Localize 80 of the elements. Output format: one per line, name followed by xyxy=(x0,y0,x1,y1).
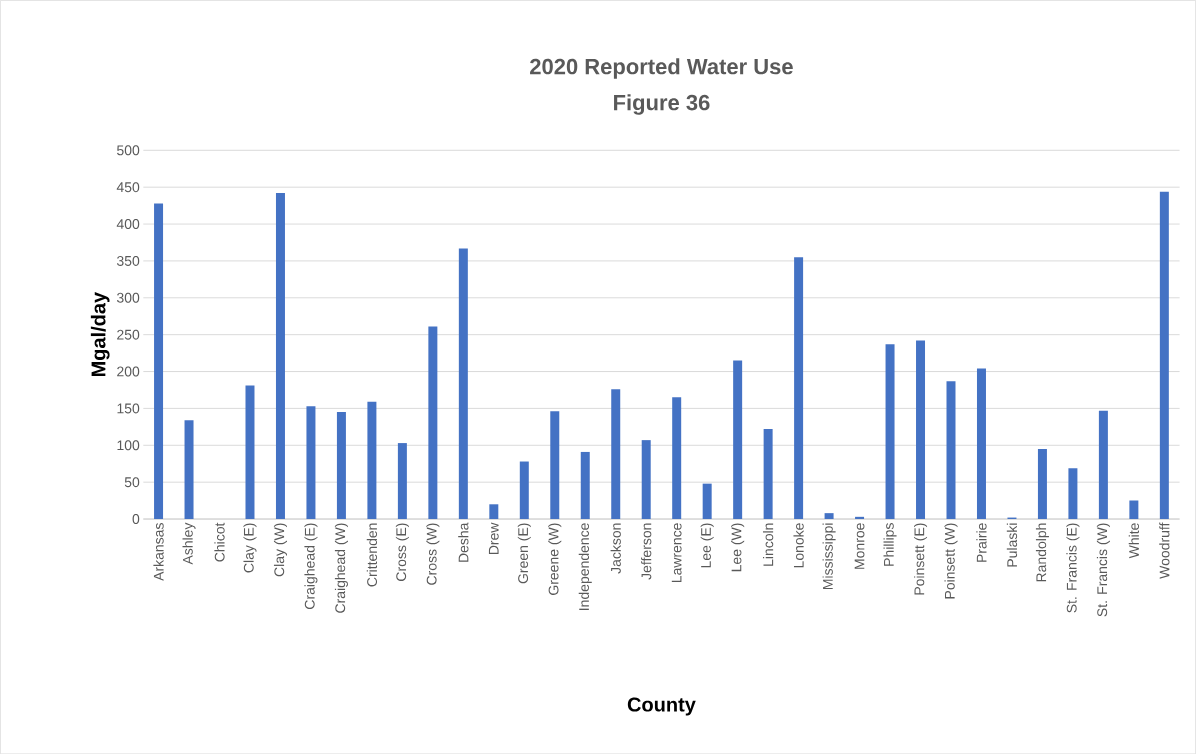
x-axis-title: County xyxy=(627,697,696,716)
bar xyxy=(702,483,712,519)
x-tick-label: Phillips xyxy=(883,522,897,566)
x-tick-label: Jefferson xyxy=(641,523,652,580)
y-tick-label: 100 xyxy=(117,440,140,451)
x-tick-label: Cross (E) xyxy=(395,523,409,581)
x-tick-label: Clay (E) xyxy=(243,523,257,573)
y-tick-label: 300 xyxy=(116,292,140,303)
x-tick-label: Lee (W) xyxy=(731,523,745,572)
bar xyxy=(794,257,804,519)
bar xyxy=(824,513,834,519)
x-tick-label: Arkansas xyxy=(153,522,164,581)
y-tick-label: 450 xyxy=(116,182,140,192)
bar xyxy=(855,516,865,519)
x-tick-label: Monroe xyxy=(854,523,865,569)
x-tick-label: Craighead (W) xyxy=(334,523,348,613)
y-tick-label: 200 xyxy=(117,366,140,377)
bar xyxy=(641,439,651,519)
bar xyxy=(672,397,682,519)
x-tick-label: Poinsett (W) xyxy=(944,523,958,599)
bar xyxy=(489,504,499,519)
y-tick-label: 150 xyxy=(117,403,140,414)
bar xyxy=(611,389,621,519)
bar xyxy=(519,461,529,519)
bar xyxy=(154,203,164,519)
bar xyxy=(458,248,468,519)
bar xyxy=(550,411,560,519)
x-tick-label: Clay (W) xyxy=(273,523,287,577)
chart-subtitle: Figure 36 xyxy=(614,94,710,115)
bar xyxy=(1068,468,1078,519)
chart-title: 2020 Reported Water Use xyxy=(530,58,793,79)
x-tick-label: St. Francis (E) xyxy=(1066,523,1080,613)
x-tick-label: Ashley xyxy=(182,522,196,565)
y-tick-label: 50 xyxy=(124,477,140,487)
bar xyxy=(1129,500,1139,519)
x-tick-label: Green (E) xyxy=(517,523,531,584)
x-tick-label: Pulaski xyxy=(1006,523,1018,567)
x-tick-label: Desha xyxy=(458,522,469,562)
bar xyxy=(397,442,407,519)
bar xyxy=(1037,448,1047,519)
x-tick-label: St. Francis (W) xyxy=(1096,523,1110,617)
bar xyxy=(367,401,377,519)
bar xyxy=(336,411,346,519)
x-tick-label: Lawrence xyxy=(671,523,682,582)
x-tick-label: Randolph xyxy=(1035,523,1049,582)
y-tick-label: 250 xyxy=(117,329,140,340)
x-tick-label: Prairie xyxy=(976,523,987,562)
y-axis-title: Mgal/day xyxy=(90,291,110,376)
bar xyxy=(428,326,438,519)
bar xyxy=(763,428,773,519)
y-tick-label: 350 xyxy=(116,255,140,266)
x-tick-label: Poinsett (E) xyxy=(914,523,928,595)
x-tick-label: Lonoke xyxy=(793,523,804,568)
bar xyxy=(916,340,926,519)
x-tick-label: Greene (W) xyxy=(548,523,562,595)
x-tick-label: Jackson xyxy=(610,523,621,574)
bar xyxy=(733,360,743,519)
x-tick-label: Lincoln xyxy=(762,523,774,566)
bar xyxy=(976,368,986,519)
x-tick-label: Chicot xyxy=(214,522,225,562)
bar xyxy=(306,406,316,519)
bar xyxy=(275,192,285,519)
y-tick-label: 500 xyxy=(117,145,140,156)
x-tick-label: Craighead (E) xyxy=(304,523,318,609)
x-tick-label: Lee (E) xyxy=(700,523,714,568)
x-tick-label: Crittenden xyxy=(366,523,378,587)
bar xyxy=(1159,191,1169,519)
bar xyxy=(580,451,590,519)
x-tick-label: Mississippi xyxy=(822,523,836,589)
bar xyxy=(1098,410,1108,519)
x-tick-label: Drew xyxy=(488,522,499,554)
x-tick-label: White xyxy=(1128,523,1140,559)
x-tick-label: Independence xyxy=(578,523,592,610)
y-tick-label: 400 xyxy=(116,218,140,229)
bar xyxy=(885,344,895,519)
x-tick-label: Woodruff xyxy=(1159,522,1170,579)
y-tick-label: 0 xyxy=(132,513,140,524)
bar xyxy=(245,385,255,519)
x-tick-label: Cross (W) xyxy=(426,523,440,585)
bar xyxy=(184,420,194,519)
